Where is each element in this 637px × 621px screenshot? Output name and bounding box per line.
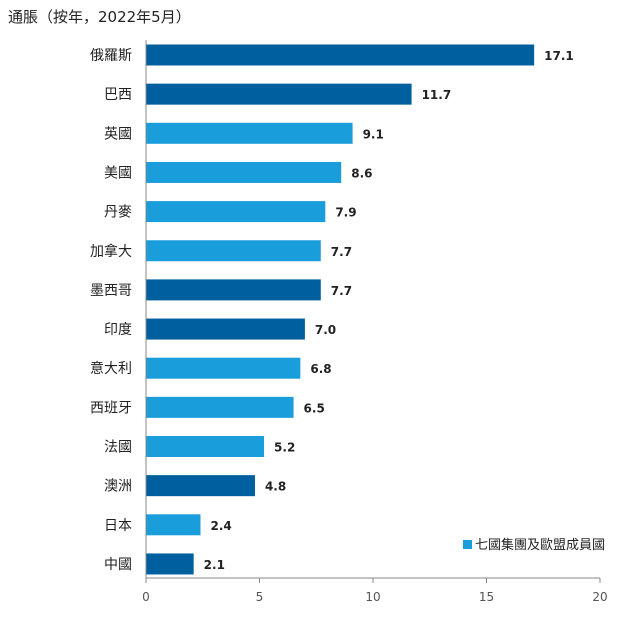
value-label: 17.1	[544, 49, 574, 63]
legend-swatch	[463, 540, 472, 549]
category-label: 中國	[104, 557, 132, 573]
legend-label: 七國集團及歐盟成員國	[475, 537, 605, 553]
value-label: 6.8	[310, 362, 331, 376]
value-label: 7.7	[331, 245, 352, 259]
value-labels: 17.1 11.7 9.1 8.6 7.9 7.7 7.7 7.0 6.8 6.5 5.2 4.8 2.…	[204, 49, 574, 572]
x-tick-label: 15	[479, 590, 494, 604]
category-label: 美國	[104, 165, 132, 181]
bar	[146, 44, 535, 66]
category-label: 日本	[104, 518, 132, 534]
category-label: 丹麥	[104, 205, 132, 221]
value-label: 7.9	[335, 206, 356, 220]
value-label: 11.7	[422, 88, 452, 102]
x-axis: 0 5 10 15 20	[142, 40, 608, 604]
category-label: 加拿大	[90, 243, 132, 260]
category-label: 法國	[104, 440, 132, 456]
bars	[146, 44, 535, 575]
bar	[146, 436, 265, 457]
category-label: 英國	[104, 125, 132, 142]
bar	[146, 357, 301, 379]
bar	[146, 396, 294, 418]
bar	[146, 318, 305, 340]
bar	[146, 475, 255, 497]
value-label: 8.6	[351, 166, 372, 180]
x-tick-label: 20	[592, 590, 607, 604]
category-label: 俄羅斯	[90, 48, 132, 64]
bar	[146, 83, 412, 105]
value-label: 2.4	[210, 519, 231, 533]
category-label: 墨西哥	[90, 283, 132, 299]
legend: 七國集團及歐盟成員國	[463, 537, 605, 553]
category-label: 西班牙	[90, 400, 132, 416]
chart-title: 通脹（按年，2022年5月）	[8, 8, 191, 26]
bar	[146, 161, 342, 183]
bar	[146, 279, 321, 301]
category-label: 澳洲	[104, 479, 132, 495]
category-label: 巴西	[104, 87, 132, 103]
value-label: 5.2	[274, 441, 295, 455]
value-label: 7.0	[315, 323, 336, 337]
value-label: 6.5	[304, 401, 325, 415]
x-tick-label: 0	[142, 590, 150, 604]
bar	[146, 201, 326, 223]
x-tick-label: 5	[256, 590, 264, 604]
bar	[146, 514, 201, 536]
x-tick-label: 10	[365, 590, 380, 604]
category-label: 意大利	[90, 360, 132, 377]
value-label: 4.8	[265, 480, 286, 494]
value-label: 2.1	[204, 558, 225, 572]
category-label: 印度	[104, 322, 132, 338]
value-label: 9.1	[363, 127, 384, 141]
value-label: 7.7	[331, 284, 352, 298]
bar	[146, 240, 321, 262]
bar	[146, 122, 353, 144]
bar	[146, 553, 194, 575]
